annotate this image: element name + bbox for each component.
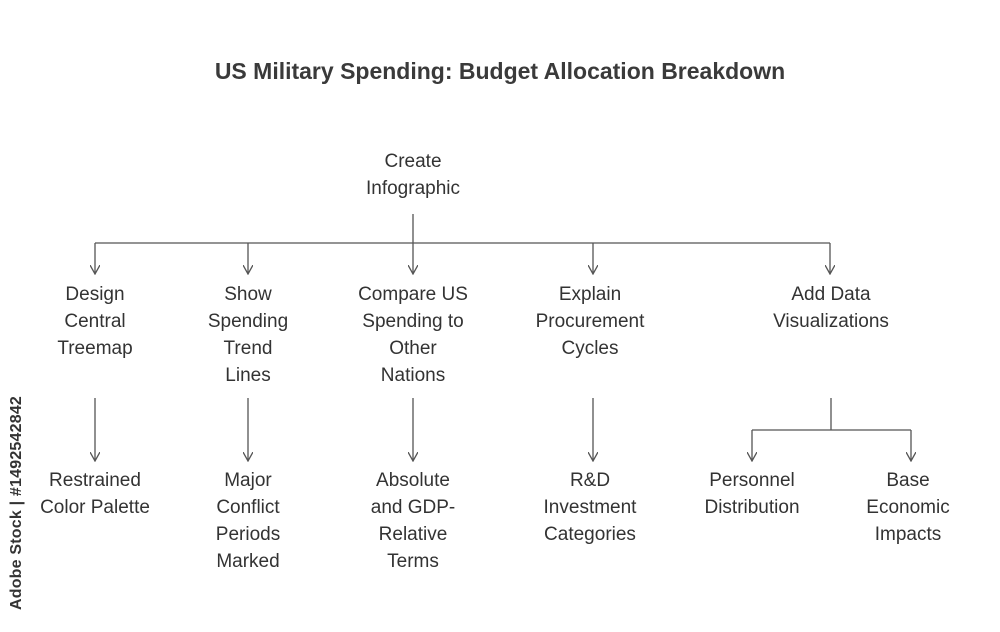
node-line: Nations	[380, 365, 446, 386]
root-node: Create Infographic	[333, 148, 493, 202]
node-absolute-gdp-relative: Absolute and GDP- Relative Terms	[333, 467, 493, 575]
node-line: Spending to	[362, 311, 464, 332]
node-line: Relative	[378, 524, 448, 545]
node-line: Base	[886, 470, 930, 491]
watermark-text: Adobe Stock | #1492542842	[8, 395, 26, 610]
node-line: Terms	[387, 551, 439, 572]
node-line: Visualizations	[773, 311, 889, 332]
root-line-2: Infographic	[365, 178, 460, 199]
node-line: Conflict	[216, 497, 280, 518]
node-line: Categories	[544, 524, 636, 545]
node-line: Impacts	[874, 524, 942, 545]
node-personnel-distribution: Personnel Distribution	[677, 467, 827, 521]
node-line: Restrained	[49, 470, 141, 491]
node-line: and GDP-	[370, 497, 456, 518]
node-line: Treemap	[57, 338, 133, 359]
node-base-economic-impacts: Base Economic Impacts	[838, 467, 978, 548]
node-line: Central	[64, 311, 126, 332]
node-line: Major	[224, 470, 272, 491]
node-line: Color Palette	[40, 497, 150, 518]
diagram-title: US Military Spending: Budget Allocation …	[214, 58, 786, 84]
node-line: Compare US	[358, 284, 468, 305]
node-restrained-color-palette: Restrained Color Palette	[15, 467, 175, 521]
node-line: Explain	[558, 284, 622, 305]
node-add-data-visualizations: Add Data Visualizations	[746, 281, 916, 335]
node-line: Trend	[223, 338, 273, 359]
stock-watermark: Adobe Stock | #1492542842	[2, 385, 32, 620]
node-line: Economic	[866, 497, 950, 518]
node-explain-procurement-cycles: Explain Procurement Cycles	[505, 281, 675, 362]
node-line: Personnel	[709, 470, 795, 491]
node-line: Show	[224, 284, 272, 305]
node-line: Absolute	[376, 470, 450, 491]
node-show-spending-trend-lines: Show Spending Trend Lines	[168, 281, 328, 389]
node-line: Add Data	[791, 284, 871, 305]
node-line: Distribution	[704, 497, 800, 518]
node-rd-investment-categories: R&D Investment Categories	[510, 467, 670, 548]
node-compare-us-spending: Compare US Spending to Other Nations	[328, 281, 498, 389]
node-line: Periods	[215, 524, 281, 545]
node-line: Cycles	[561, 338, 619, 359]
node-line: Lines	[225, 365, 271, 386]
node-line: Other	[389, 338, 437, 359]
node-line: Marked	[216, 551, 280, 572]
node-line: Spending	[207, 311, 289, 332]
node-line: Investment	[543, 497, 637, 518]
node-line: R&D	[569, 470, 611, 491]
root-line-1: Create	[384, 151, 442, 172]
node-design-central-treemap: Design Central Treemap	[15, 281, 175, 362]
node-major-conflict-periods: Major Conflict Periods Marked	[168, 467, 328, 575]
node-line: Procurement	[535, 311, 645, 332]
node-line: Design	[65, 284, 125, 305]
